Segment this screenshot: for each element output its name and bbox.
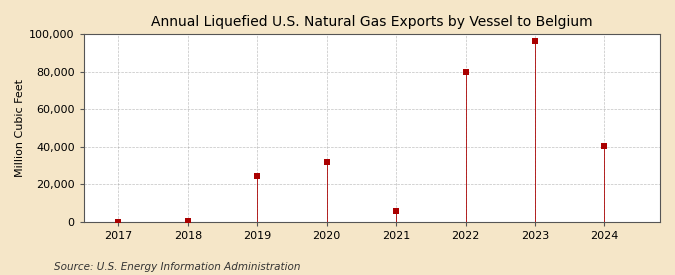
Point: [182, 219, 193, 223]
Text: Source: U.S. Energy Information Administration: Source: U.S. Energy Information Administ…: [54, 262, 300, 272]
Point: [252, 174, 263, 178]
Point: [460, 70, 471, 74]
Point: [530, 39, 541, 43]
Point: [391, 209, 402, 214]
Y-axis label: Million Cubic Feet: Million Cubic Feet: [15, 79, 25, 177]
Title: Annual Liquefied U.S. Natural Gas Exports by Vessel to Belgium: Annual Liquefied U.S. Natural Gas Export…: [151, 15, 593, 29]
Point: [113, 219, 124, 224]
Point: [321, 160, 332, 164]
Point: [599, 144, 610, 148]
